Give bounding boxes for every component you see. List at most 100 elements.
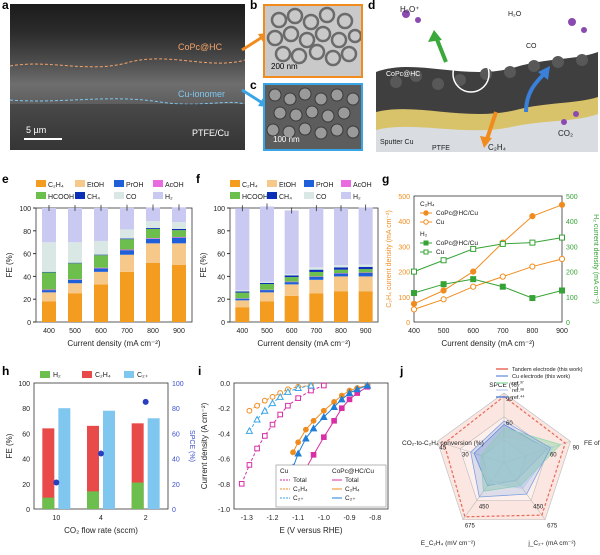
- legend-label: C₂H₄: [293, 486, 308, 493]
- label-ptfe-cu: PTFE/Cu: [192, 128, 230, 138]
- data-point: [363, 381, 372, 389]
- y-left-tick-label: 100: [398, 295, 410, 302]
- chart-h: 0 0 20 20 40 40 60 60 80 80 100 100 H₂ C₂H₄ C₂₊ 10 4 2 CO₂…: [5, 371, 195, 535]
- chart-f: C₂H₄ EtOH PrOH AcOH HCOOH CH₄ CO H₂ 0 20 40 60 80 100…: [199, 180, 379, 348]
- x-tick-label: 4: [99, 515, 103, 522]
- legend-swatch: [267, 180, 277, 187]
- y-right-tick-label: 40: [172, 457, 180, 464]
- bar-segment: [120, 254, 134, 272]
- radar-axis-label: FE of C₂₊ (%): [584, 440, 600, 447]
- y-left-tick-label: 300: [398, 244, 410, 251]
- bar-segment: [68, 262, 82, 264]
- bar-segment: [309, 271, 324, 277]
- radar-tick-label: 45: [439, 445, 446, 451]
- bar-segment: [334, 265, 348, 268]
- legend-marker: [423, 240, 429, 246]
- series-line: [413, 258, 563, 310]
- data-point: [320, 407, 327, 414]
- data-point: [246, 407, 253, 414]
- y-left-axis-label: C₂H₄ current density (mA cm⁻²): [386, 210, 393, 308]
- radar-tick-label: 60: [506, 421, 513, 427]
- data-point: [295, 395, 301, 401]
- panel-label-c: c: [250, 78, 257, 92]
- data-point: [499, 273, 506, 280]
- bar-segment: [94, 268, 108, 272]
- data-point: [310, 452, 317, 458]
- bar-segment: [146, 262, 160, 322]
- bar-segment: [94, 207, 108, 241]
- x-tick-label: 600: [95, 328, 107, 335]
- chart-i: 0.0 -0.2 -0.4 -0.6 -0.8 -1.0 -1.3 -1.2 -1.1 -1.0 -…: [200, 381, 389, 535]
- data-point: [529, 239, 536, 246]
- bar-segment: [42, 292, 56, 302]
- series-line: [413, 237, 563, 273]
- x-tick-label: 400: [43, 328, 55, 335]
- data-point: [337, 395, 346, 403]
- y-right-axis-label: H₂ current density (mA cm⁻²): [592, 214, 599, 304]
- schematic-label-ptfe: PTFE: [432, 145, 450, 152]
- legend-label: AcOH: [353, 182, 372, 189]
- bar-segment: [146, 228, 160, 229]
- legend-label: C₂H₄: [242, 182, 258, 189]
- bar-segment: [358, 264, 373, 267]
- panel-label-g: g: [382, 172, 390, 186]
- spce-point: [53, 479, 60, 486]
- x-tick-label: 800: [335, 328, 347, 335]
- legend-marker: [423, 210, 429, 216]
- legend-box: [275, 464, 387, 508]
- data-point: [559, 287, 565, 294]
- data-point: [254, 445, 260, 452]
- legend-label: CO: [126, 194, 137, 201]
- bar-segment: [68, 242, 82, 263]
- schematic-label-base: Sputter Cu: [380, 139, 414, 146]
- bar-segment: [172, 237, 186, 244]
- panel-label-a: a: [2, 0, 9, 12]
- bar-segment: [68, 293, 82, 322]
- y-tick-label: 0: [26, 507, 30, 514]
- bar-segment: [42, 271, 56, 273]
- y-tick-label: 100: [213, 206, 225, 213]
- x-axis-label: Current density (mA cm⁻²): [67, 339, 160, 348]
- bar-segment: [120, 229, 134, 239]
- radar-tick-label: 675: [465, 524, 476, 530]
- series-line: [292, 385, 368, 468]
- legend-swatch: [114, 180, 124, 187]
- radar-tick-label: 675: [547, 524, 558, 530]
- legend-swatch: [230, 192, 240, 199]
- legend-label: H₂: [165, 194, 173, 201]
- series-line: [413, 204, 563, 305]
- bar-c2h4: [87, 425, 99, 509]
- legend-group-title: H₂: [420, 231, 428, 238]
- bar-segment: [284, 295, 299, 322]
- radar-axis-label: E_C₂H₄ (mV cm⁻²): [421, 540, 475, 547]
- data-point: [262, 433, 268, 439]
- schematic-label-h2o: H₂O: [508, 11, 522, 18]
- legend-label: C₂₊: [137, 372, 149, 379]
- bar-segment: [309, 269, 324, 272]
- legend-swatch: [230, 180, 240, 187]
- bar-segment: [235, 290, 250, 292]
- legend-label: C₂H₄: [48, 182, 64, 189]
- panel-label-e: e: [2, 172, 9, 186]
- bar-segment: [42, 290, 56, 293]
- radar-tick-label: 450: [533, 504, 544, 510]
- legend-swatch: [304, 180, 314, 187]
- x-tick-label: 500: [438, 328, 450, 335]
- data-point: [559, 234, 565, 241]
- bar-segment: [42, 242, 56, 272]
- schematic-label-layer: CoPc@HC: [386, 71, 420, 78]
- data-point: [499, 283, 506, 290]
- radar-tick-label: 90: [573, 445, 580, 451]
- bar-segment: [358, 269, 373, 273]
- legend-label: Tandem electrode (this work): [512, 367, 583, 373]
- legend-label: C₂₊: [293, 495, 304, 502]
- bar-segment: [68, 279, 82, 280]
- data-point: [277, 411, 284, 418]
- label-cu-ionomer: Cu-ionomer: [178, 89, 226, 99]
- legend-label: ref.³⁷: [512, 380, 524, 387]
- y-tick-label: 80: [23, 229, 31, 236]
- radar-tick-label: 450: [479, 504, 490, 510]
- data-point: [558, 201, 566, 208]
- data-point: [410, 300, 418, 307]
- legend-group-title: C₂H₄: [420, 201, 435, 208]
